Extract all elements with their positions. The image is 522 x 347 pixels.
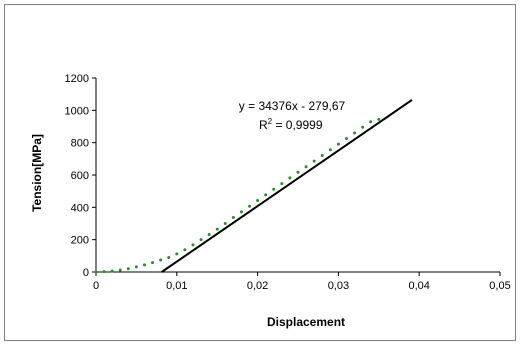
- data-point: [320, 153, 324, 157]
- data-point: [215, 227, 219, 231]
- data-point: [207, 232, 211, 236]
- data-point: [94, 270, 98, 274]
- chart-area: 0 200 400 600 800 1000 1200 0 0,01 0,02 0,03 0,04 0…: [4, 4, 516, 341]
- data-point: [248, 204, 252, 208]
- data-point: [110, 269, 114, 273]
- x-axis-label: Displacement: [267, 315, 345, 329]
- data-point: [231, 216, 235, 220]
- data-point: [175, 252, 179, 256]
- x-ticks: 0 0,01 0,02 0,03 0,04 0,05: [93, 272, 511, 292]
- data-point: [288, 176, 292, 180]
- data-point: [280, 182, 284, 186]
- r-squared-value: = 0,9999: [272, 118, 323, 132]
- x-tick-label: 0: [93, 280, 99, 292]
- r-squared-exponent: 2: [268, 117, 273, 126]
- trendline-segment: [161, 99, 413, 273]
- x-tick-label: 0,04: [408, 280, 429, 292]
- x-tick-label: 0,03: [328, 280, 349, 292]
- data-point: [369, 120, 373, 124]
- data-point: [134, 265, 138, 269]
- x-tick-label: 0,05: [489, 280, 510, 292]
- y-tick-label: 0: [83, 267, 89, 279]
- y-tick-label: 1000: [65, 105, 89, 117]
- data-point: [183, 248, 187, 252]
- data-point: [223, 222, 227, 225]
- data-point: [328, 148, 332, 152]
- data-point: [151, 261, 155, 265]
- y-tick-label: 200: [71, 235, 89, 247]
- data-point: [102, 270, 106, 274]
- data-point: [126, 267, 130, 271]
- data-point: [239, 210, 243, 214]
- trendline: [161, 99, 413, 273]
- y-tick-label: 800: [71, 138, 89, 150]
- data-point: [296, 170, 300, 174]
- equation-annotation: y = 34376x - 279,67: [239, 99, 346, 113]
- x-tick-label: 0,01: [166, 280, 187, 292]
- data-point: [361, 125, 365, 129]
- data-point: [336, 142, 340, 146]
- data-point: [304, 165, 308, 169]
- data-point: [191, 243, 195, 247]
- data-point: [344, 136, 348, 140]
- data-point: [167, 255, 171, 259]
- y-tick-label: 400: [71, 202, 89, 214]
- data-point: [272, 187, 276, 191]
- data-point: [353, 131, 357, 135]
- data-point: [159, 258, 163, 262]
- data-point: [142, 263, 146, 267]
- y-tick-label: 600: [71, 170, 89, 182]
- y-ticks: 0 200 400 600 800 1000 1200: [65, 73, 96, 279]
- data-point: [264, 193, 268, 197]
- data-points: [94, 117, 381, 274]
- y-axis-label: Tension[MPa]: [30, 134, 44, 212]
- data-point: [312, 159, 316, 163]
- r-squared-prefix: R: [259, 118, 268, 132]
- data-point: [377, 117, 381, 121]
- r-squared-annotation: R2 = 0,9999: [259, 117, 323, 132]
- data-point: [199, 238, 203, 242]
- data-point: [118, 268, 122, 272]
- x-tick-label: 0,02: [247, 280, 268, 292]
- y-tick-label: 1200: [65, 73, 89, 85]
- data-point: [256, 199, 260, 203]
